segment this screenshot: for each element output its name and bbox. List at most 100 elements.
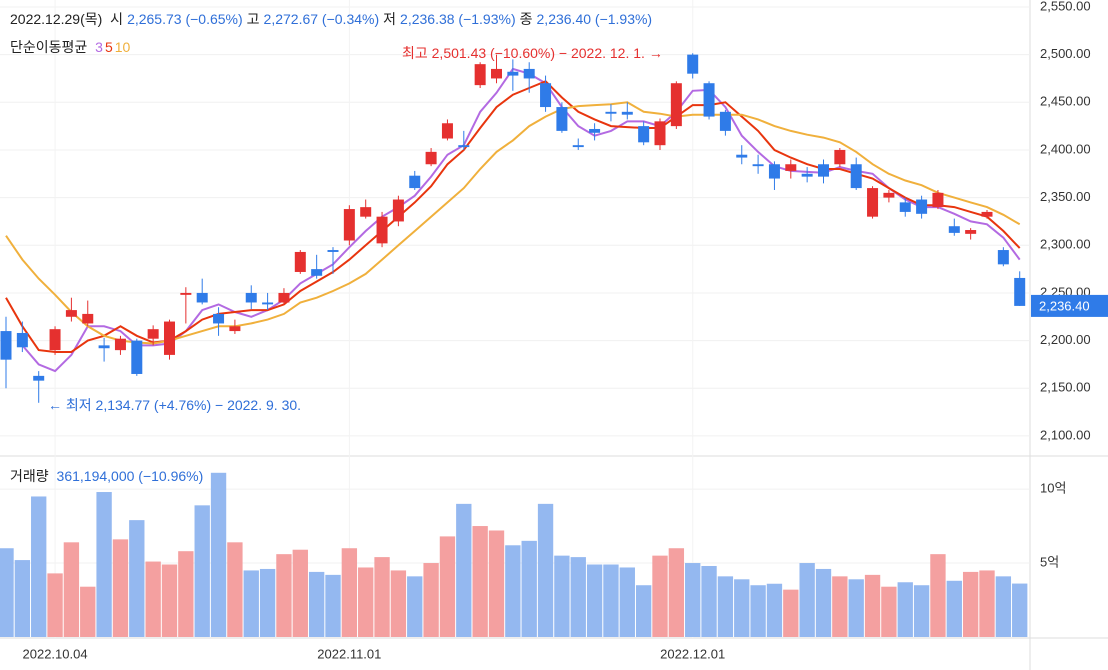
candle-body <box>327 250 339 252</box>
volume-bar <box>897 582 913 637</box>
candle-body <box>965 230 977 234</box>
last-price-label: 2,236.40 <box>1039 298 1090 313</box>
volume-bar <box>439 536 456 637</box>
candle-body <box>262 302 274 305</box>
candle-body <box>16 332 28 348</box>
volume-bar <box>979 570 995 637</box>
candle-body <box>867 188 879 217</box>
x-tick-label: 2022.10.04 <box>23 646 88 661</box>
volume-bar <box>1012 583 1028 637</box>
legend-entry: 10 <box>114 39 131 55</box>
volume-bar <box>292 549 308 637</box>
candle-body <box>229 326 241 332</box>
candle-body <box>82 313 94 324</box>
candle-body <box>719 111 731 131</box>
y-tick-label: 10억 <box>1040 481 1066 496</box>
volume-bar <box>259 568 276 637</box>
volume-bar <box>145 561 161 637</box>
volume-bar <box>586 564 603 637</box>
candle-body <box>474 64 486 86</box>
candle-body <box>556 107 568 131</box>
candle-body <box>491 68 502 79</box>
candle-body <box>687 54 699 74</box>
candle-body <box>65 310 77 317</box>
candle-body <box>540 83 552 108</box>
candle-body <box>997 250 1009 265</box>
volume-bar <box>913 585 930 637</box>
volume-bar <box>14 560 31 637</box>
volume-bar <box>129 520 145 637</box>
volume-bar <box>47 573 63 637</box>
volume-bar <box>374 557 390 637</box>
candle-body <box>441 123 453 139</box>
y-tick-label: 2,500.00 <box>1040 46 1091 61</box>
volume-bar <box>227 542 243 637</box>
candle-body <box>654 121 666 146</box>
volume-bar <box>325 574 341 637</box>
volume-bar <box>962 571 979 637</box>
volume-bar <box>603 564 619 637</box>
volume-bar <box>570 557 586 637</box>
volume-bar <box>848 579 864 637</box>
volume-bar <box>276 554 292 637</box>
candle-body <box>0 331 12 360</box>
ma-line <box>5 101 1021 345</box>
low-annotation: ← 최저 2,134.77 (+4.76%) − 2022. 9. 30. <box>48 397 302 413</box>
candle-body <box>245 292 257 303</box>
volume-bar <box>0 548 14 637</box>
header-value: 2,236.40 (−1.93%) <box>536 11 653 27</box>
volume-bar <box>390 570 407 637</box>
volume-bar <box>701 565 717 637</box>
candle-body <box>801 173 813 177</box>
candle-body <box>638 126 650 143</box>
volume-bar <box>112 539 129 637</box>
volume-bar <box>717 576 734 637</box>
volume-bar <box>554 555 570 637</box>
y-tick-label: 2,450.00 <box>1040 94 1091 109</box>
volume-bar <box>96 492 112 637</box>
y-tick-label: 2,150.00 <box>1040 380 1091 395</box>
volume-bar <box>341 548 358 637</box>
volume-bar <box>31 496 47 637</box>
volume-bar <box>685 563 701 637</box>
volume-bar <box>734 579 750 637</box>
candle-body <box>131 340 143 374</box>
y-tick-label: 2,300.00 <box>1040 237 1091 252</box>
header-value: 2,236.38 (−1.93%) <box>400 11 516 27</box>
header-label: 고 <box>246 11 260 27</box>
candle-body <box>834 149 846 165</box>
volume-bar <box>750 585 766 637</box>
volume-bar <box>799 563 815 637</box>
header-value: 2,272.67 (−0.34%) <box>263 11 380 27</box>
candle-body <box>180 292 192 295</box>
volume-bar <box>652 555 668 637</box>
volume-bar <box>194 505 210 637</box>
candle-body <box>1014 277 1026 306</box>
y-tick-label: 2,200.00 <box>1040 332 1091 347</box>
volume-bar <box>80 586 96 637</box>
volume-bar <box>930 554 946 637</box>
volume-bar <box>995 576 1012 637</box>
volume-bar <box>358 567 374 637</box>
candle-body <box>850 164 862 189</box>
volume-bar <box>456 503 472 637</box>
candle-body <box>409 175 421 189</box>
volume-bar <box>210 472 227 637</box>
volume-bar <box>766 583 783 637</box>
candle-body <box>899 202 911 212</box>
volume-summary: 361,194,000 (−10.96%) <box>56 468 204 484</box>
header-label: 저 <box>383 11 397 27</box>
candle-body <box>572 145 584 148</box>
candle-body <box>523 68 535 79</box>
candle-body <box>589 128 601 133</box>
x-tick-label: 2022.11.01 <box>317 646 381 661</box>
volume-bar <box>407 576 423 637</box>
volume-bar <box>505 545 521 637</box>
x-tick-label: 2022.12.01 <box>660 646 725 661</box>
legend-entry: 5 <box>104 39 113 55</box>
volume-bar <box>161 564 178 637</box>
y-tick-label: 2,100.00 <box>1040 427 1091 442</box>
volume-bar <box>619 567 635 637</box>
volume-bar <box>881 586 897 637</box>
last-price-tag <box>1031 294 1108 317</box>
